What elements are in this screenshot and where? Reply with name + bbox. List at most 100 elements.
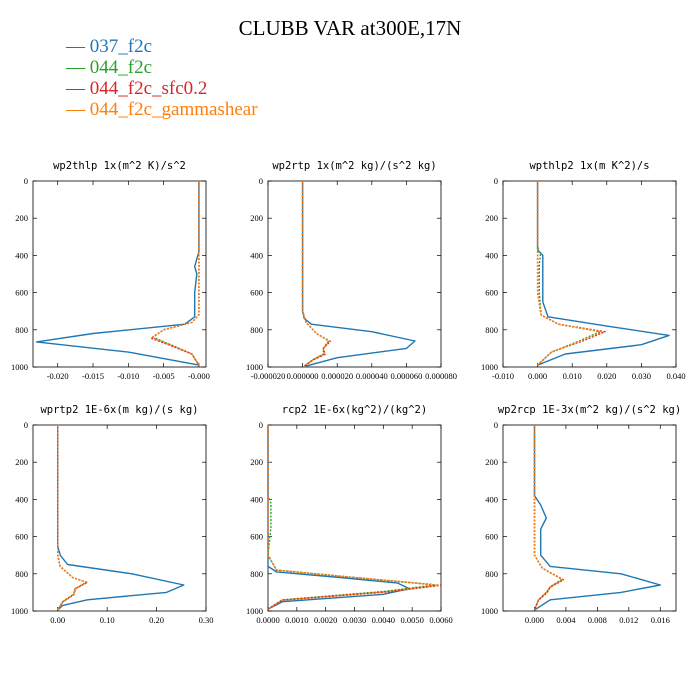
- x-tick-label: -0.020: [47, 371, 69, 381]
- y-tick-label: 400: [250, 250, 263, 260]
- figure-title: CLUBB VAR at300E,17N: [238, 16, 462, 40]
- x-tick-label: 0.012: [619, 615, 638, 625]
- x-tick-label: 0.10: [100, 615, 115, 625]
- series-line: [536, 181, 606, 366]
- y-tick-label: 400: [250, 494, 263, 504]
- x-tick-label: 0.008: [588, 615, 607, 625]
- y-tick-label: 800: [485, 569, 498, 579]
- y-tick-label: 1000: [481, 362, 498, 372]
- series-line: [267, 425, 436, 610]
- plot-frame: [32, 424, 207, 612]
- series-line: [57, 425, 88, 611]
- y-tick-label: 1000: [11, 606, 28, 616]
- plot-frame: [32, 180, 207, 368]
- panel-title: wprtp2 1E-6x(m kg)/(s kg): [40, 404, 198, 416]
- x-tick-label: 0.0040: [372, 615, 395, 625]
- series-line: [536, 181, 603, 366]
- y-tick-label: 200: [15, 213, 28, 223]
- x-tick-label: 0.000020: [321, 371, 353, 381]
- y-tick-label: 800: [15, 569, 28, 579]
- y-tick-label: 600: [485, 532, 498, 542]
- x-tick-label: 0.0060: [429, 615, 452, 625]
- y-tick-label: 400: [485, 250, 498, 260]
- x-tick-label: 0.004: [556, 615, 576, 625]
- x-tick-label: -0.005: [153, 371, 175, 381]
- series-line: [267, 425, 410, 610]
- y-tick-label: 800: [250, 325, 263, 335]
- y-tick-label: 400: [15, 250, 28, 260]
- plot-frame: [267, 180, 442, 368]
- panel-title: wp2thlp 1x(m^2 K)/s^2: [53, 160, 186, 172]
- x-tick-label: 0.0030: [343, 615, 366, 625]
- x-tick-label: 0.000: [528, 371, 547, 381]
- x-tick-label: 0.010: [563, 371, 582, 381]
- x-tick-label: -0.000020: [251, 371, 286, 381]
- x-tick-label: 0.0050: [400, 615, 423, 625]
- y-tick-label: 600: [15, 532, 28, 542]
- x-tick-label: 0.0020: [314, 615, 337, 625]
- series-line: [301, 181, 416, 367]
- y-tick-label: 800: [485, 325, 498, 335]
- chart-panel: wp2thlp 1x(m^2 K)/s^2 0 200 400 600 800 1000 -0…: [11, 160, 210, 381]
- legend-item: — 044_f2c: [66, 57, 153, 78]
- series-line: [536, 181, 670, 366]
- plot-frame: [502, 180, 677, 368]
- y-tick-label: 0: [259, 176, 263, 186]
- panel-title: wpthlp2 1x(m K^2)/s: [529, 160, 649, 172]
- series-line: [150, 181, 200, 366]
- legend-item: — 037_f2c: [66, 36, 153, 57]
- chart-panel: wpthlp2 1x(m K^2)/s 0 200 400 600 800 1000-0.0…: [481, 160, 686, 381]
- chart-panel: rcp2 1E-6x(kg^2)/(kg^2) 0 200 400 600 800 1000…: [246, 404, 453, 625]
- x-tick-label: 0.30: [199, 615, 214, 625]
- y-tick-label: 200: [485, 457, 498, 467]
- series-line: [57, 425, 89, 611]
- x-tick-label: 0.040: [666, 371, 685, 381]
- x-tick-label: 0.000080: [425, 371, 457, 381]
- y-tick-label: 0: [494, 176, 498, 186]
- y-tick-label: 0: [259, 420, 263, 430]
- legend-item: — 044_f2c_sfc0.2: [66, 78, 208, 99]
- x-tick-label: 0.0010: [285, 615, 308, 625]
- series-line: [57, 425, 88, 611]
- x-tick-label: 0.000040: [356, 371, 388, 381]
- series-line: [301, 181, 331, 367]
- y-tick-label: 1000: [11, 362, 28, 372]
- panel-title: wp2rtp 1x(m^2 kg)/(s^2 kg): [272, 160, 436, 172]
- series-line: [35, 181, 200, 366]
- x-tick-label: 0.030: [632, 371, 651, 381]
- y-tick-label: 1000: [481, 606, 498, 616]
- y-tick-label: 600: [250, 532, 263, 542]
- y-tick-label: 400: [485, 494, 498, 504]
- legend-item: — 044_f2c_gammashear: [66, 99, 258, 120]
- x-tick-label: 0.020: [597, 371, 616, 381]
- x-tick-label: -0.000: [188, 371, 210, 381]
- legend: — 037_f2c — 044_f2c — 044_f2c_sfc0.2— 044_…: [66, 36, 258, 120]
- y-tick-label: 600: [250, 288, 263, 298]
- series-line: [533, 425, 565, 611]
- x-tick-label: 0.016: [651, 615, 670, 625]
- series-line: [267, 425, 439, 610]
- y-tick-label: 0: [494, 420, 498, 430]
- y-tick-label: 200: [15, 457, 28, 467]
- series-line: [536, 181, 601, 366]
- series-line: [301, 181, 331, 367]
- x-tick-label: 0.0000: [256, 615, 279, 625]
- x-tick-label: 0.20: [149, 615, 164, 625]
- series-line: [533, 425, 564, 611]
- x-tick-label: 0.000000: [287, 371, 319, 381]
- y-tick-label: 200: [250, 213, 263, 223]
- x-tick-label: -0.010: [492, 371, 514, 381]
- chart-panel: wp2rtp 1x(m^2 kg)/(s^2 kg) 0 200 400 600 800 1…: [246, 160, 457, 381]
- series-line: [151, 181, 200, 366]
- y-tick-label: 800: [15, 325, 28, 335]
- x-tick-label: 0.00: [50, 615, 65, 625]
- panel-title: wp2rcp 1E-3x(m^2 kg)/(s^2 kg): [498, 404, 681, 416]
- y-tick-label: 0: [24, 176, 28, 186]
- y-tick-label: 800: [250, 569, 263, 579]
- y-tick-label: 200: [485, 213, 498, 223]
- series-line: [267, 425, 442, 610]
- series-line: [152, 181, 200, 366]
- y-tick-label: 400: [15, 494, 28, 504]
- x-tick-label: 0.000060: [390, 371, 422, 381]
